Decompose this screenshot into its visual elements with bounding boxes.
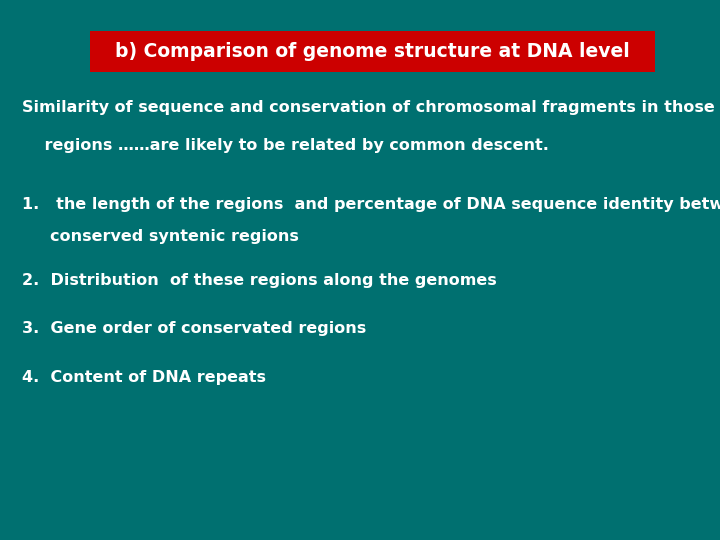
Text: 3.  Gene order of conservated regions: 3. Gene order of conservated regions xyxy=(22,321,366,336)
Text: 1.   the length of the regions  and percentage of DNA sequence identity between: 1. the length of the regions and percent… xyxy=(22,197,720,212)
Text: 4.  Content of DNA repeats: 4. Content of DNA repeats xyxy=(22,370,266,385)
Text: regions ……are likely to be related by common descent.: regions ……are likely to be related by co… xyxy=(22,138,549,153)
FancyBboxPatch shape xyxy=(90,31,655,71)
Text: b) Comparison of genome structure at DNA level: b) Comparison of genome structure at DNA… xyxy=(115,42,630,61)
Text: 2.  Distribution  of these regions along the genomes: 2. Distribution of these regions along t… xyxy=(22,273,496,288)
Text: conserved syntenic regions: conserved syntenic regions xyxy=(22,230,299,245)
Text: Similarity of sequence and conservation of chromosomal fragments in those: Similarity of sequence and conservation … xyxy=(22,100,714,115)
